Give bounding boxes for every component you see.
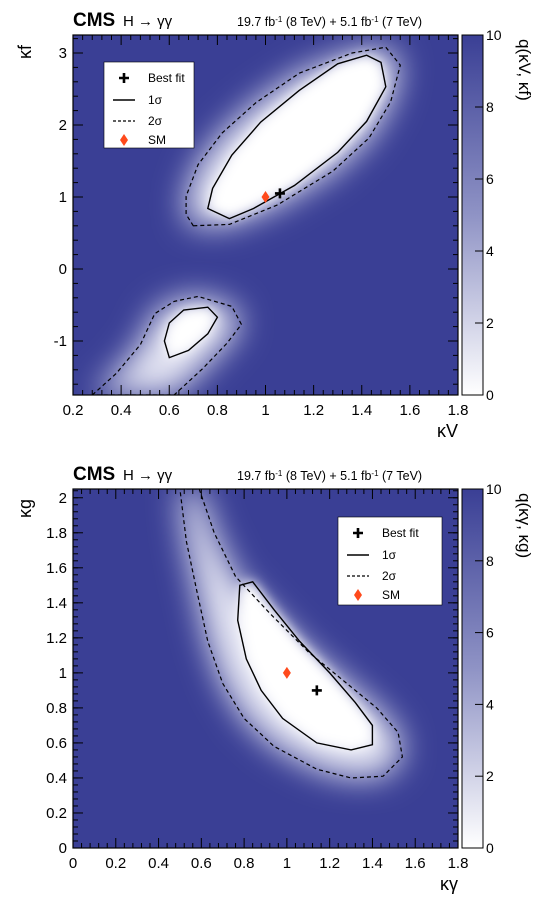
y-tick-label: 0.8 (46, 700, 67, 717)
process-label: H → γγ (123, 13, 173, 30)
x-tick-label: 0.2 (105, 855, 126, 872)
legend-box (103, 61, 195, 149)
colorbar (461, 488, 484, 849)
x-tick-label: 1.8 (448, 855, 469, 872)
colorbar-tick-label: 6 (486, 171, 494, 187)
chart-kappaV-kappaf: 0.2 0.4 0.6 0.8 1 1.2 1.4 1.6 1.8 -1 0 1 2 3 0 2 4 6 8 10 q(… (15, 10, 533, 441)
contour-1sigma (206, 54, 387, 220)
best-fit-marker (274, 188, 285, 199)
y-tick-label: 1.8 (46, 525, 67, 542)
contour-2sigma (179, 489, 404, 779)
likelihood-glow-inner (164, 307, 218, 358)
x-tick-label: 0.8 (207, 402, 228, 419)
colorbar-tick-label: 4 (486, 243, 494, 259)
y-tick-label: 1 (59, 189, 67, 206)
y-tick-label: 0 (59, 840, 67, 857)
contours (179, 489, 404, 779)
contours (91, 46, 401, 395)
legend-best-fit-symbol (119, 73, 129, 83)
cms-label: CMS (73, 464, 115, 485)
legend-entry-label: Best fit (382, 526, 419, 540)
x-tick-label: 0.6 (159, 402, 180, 419)
plot-frame (72, 488, 459, 849)
legend-entry-label: Best fit (148, 71, 185, 85)
x-tick-label: 0.8 (234, 855, 255, 872)
y-tick-label: 0 (59, 261, 67, 278)
colorbar-tick-label: 2 (486, 315, 494, 331)
x-tick-label: 1 (261, 402, 269, 419)
colorbar-tick-label: 10 (486, 27, 502, 43)
y-tick-label: 2 (59, 117, 67, 134)
y-tick-label: 1.4 (46, 595, 67, 612)
colorbar-tick-label: 6 (486, 625, 494, 641)
contour-2sigma (185, 46, 401, 227)
legend-entry-label: 1σ (382, 548, 397, 562)
legend-sm-symbol (354, 589, 362, 601)
colorbar-tick-label: 8 (486, 99, 494, 115)
contour-2sigma-lower (91, 295, 243, 395)
x-axis-title: κV (437, 421, 458, 441)
x-tick-label: 1.6 (399, 402, 420, 419)
contour-1sigma-lower (163, 306, 219, 359)
likelihood-glow-inner (237, 581, 373, 750)
x-tick-label: 0.6 (191, 855, 212, 872)
heatmap (92, 47, 401, 395)
legend-entry-label: 1σ (148, 93, 163, 107)
legend-entry-label: SM (382, 588, 400, 602)
colorbar-tick-label: 0 (486, 387, 494, 403)
lumi-label: 19.7 fb-1 (8 TeV) + 5.1 fb-1 (7 TeV) (237, 15, 422, 30)
legend-entry-label: 2σ (148, 114, 163, 128)
lumi-label: 19.7 fb-1 (8 TeV) + 5.1 fb-1 (7 TeV) (237, 469, 422, 484)
sm-marker (282, 666, 291, 679)
best-fit-marker (311, 685, 322, 696)
legend-entry-label: SM (148, 133, 166, 147)
chart-kappagamma-kappag: 0 0.2 0.4 0.6 0.8 1 1.2 1.4 1.6 1.8 0 0.2 0.4 0.6 0.8 1… (15, 464, 533, 894)
colorbar-tick-label: 0 (486, 840, 494, 856)
x-tick-label: 1 (283, 855, 291, 872)
y-tick-label: 2 (59, 490, 67, 507)
y-tick-label: 1 (59, 665, 67, 682)
process-label: H → γγ (123, 467, 173, 484)
y-tick-label: 3 (59, 45, 67, 62)
x-tick-label: 0.2 (63, 402, 84, 419)
y-tick-label: -1 (54, 333, 67, 350)
x-tick-label: 0.4 (111, 402, 132, 419)
x-tick-label: 1.8 (448, 402, 469, 419)
x-tick-label: 1.2 (319, 855, 340, 872)
contour-1sigma (236, 581, 374, 751)
likelihood-glow-inner (207, 55, 386, 219)
colorbar-label: q(κγ, κg) (515, 493, 533, 558)
x-tick-label: 1.2 (303, 402, 324, 419)
y-axis-title: κg (15, 499, 35, 518)
colorbar-tick-label: 10 (486, 481, 502, 497)
sm-marker (261, 191, 270, 203)
x-tick-label: 0 (69, 855, 77, 872)
colorbar-tick-label: 8 (486, 553, 494, 569)
x-tick-label: 1.6 (405, 855, 426, 872)
y-tick-label: 0.2 (46, 805, 67, 822)
heatmap (179, 489, 403, 778)
y-tick-label: 0.6 (46, 735, 67, 752)
y-tick-label: 0.4 (46, 770, 67, 787)
x-tick-label: 0.4 (148, 855, 169, 872)
legend-entry-label: 2σ (382, 569, 397, 583)
colorbar-label: q(κV, κf) (515, 39, 533, 101)
x-axis-title: κγ (440, 874, 458, 894)
y-tick-label: 1.2 (46, 630, 67, 647)
legend-box (337, 516, 443, 606)
colorbar-tick-label: 4 (486, 696, 494, 712)
x-tick-label: 1.4 (362, 855, 383, 872)
y-axis-title: κf (15, 44, 35, 59)
legend-sm-symbol (120, 134, 128, 146)
cms-label: CMS (73, 10, 115, 31)
x-tick-label: 1.4 (351, 402, 372, 419)
colorbar-tick-label: 2 (486, 768, 494, 784)
y-tick-label: 1.6 (46, 560, 67, 577)
colorbar (461, 34, 484, 396)
legend-best-fit-symbol (353, 528, 363, 538)
